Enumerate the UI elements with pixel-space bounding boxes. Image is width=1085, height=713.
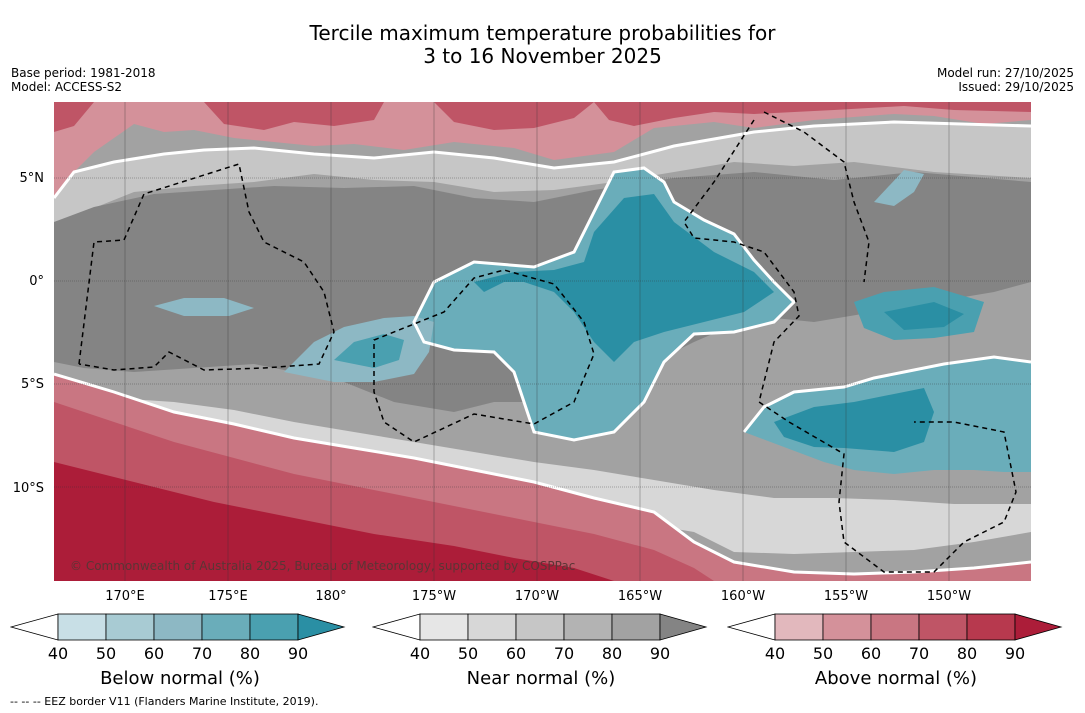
- colorbar-near-segment: [515, 613, 565, 641]
- lon-label-165w: 165°W: [617, 589, 663, 604]
- chart-title-line1: Tercile maximum temperature probabilitie…: [309, 21, 776, 45]
- lat-label-5n: 5°N: [19, 171, 45, 186]
- colorbar-below-tick: 90: [287, 644, 309, 663]
- lon-label-160w: 160°W: [720, 589, 766, 604]
- lon-label-175e: 175°E: [208, 589, 248, 604]
- lat-label-5s: 5°S: [20, 377, 44, 392]
- lon-label-150w: 150°W: [926, 589, 972, 604]
- colorbar-below-tick: 60: [143, 644, 165, 663]
- below-normal-central-core: [474, 194, 774, 362]
- colorbar-above-segment: [870, 613, 920, 641]
- lon-label-170e: 170°E: [105, 589, 145, 604]
- colorbar-above-tick: 50: [812, 644, 834, 663]
- colorbar-near-tick: 90: [649, 644, 671, 663]
- eez-legend-footer: -- -- -- EEZ border V11 (Flanders Marine…: [10, 695, 319, 708]
- below-normal-equator-patch: [154, 298, 254, 316]
- tercile-boundary-central: [412, 166, 797, 442]
- colorbar-near-segment: [419, 613, 469, 641]
- colorbar-near-segments: [372, 613, 708, 641]
- colorbar-near-min-arrow: [372, 613, 421, 641]
- colorbar-above-tick: 70: [908, 644, 930, 663]
- colorbar-below-normal: [10, 613, 346, 641]
- colorbar-near-segment: [467, 613, 517, 641]
- copyright-notice: © Commonwealth of Australia 2025, Bureau…: [70, 559, 576, 573]
- above-normal-north-region: [54, 102, 1031, 198]
- above-normal-north-core: [54, 102, 1031, 132]
- chart-title-line2: 3 to 16 November 2025: [423, 44, 662, 68]
- near-normal-light-band: [54, 122, 1031, 222]
- colorbar-below-tick: 70: [191, 644, 213, 663]
- colorbar-above-normal: [727, 613, 1063, 641]
- colorbar-below-tick: 80: [239, 644, 261, 663]
- colorbar-above-tick: 40: [764, 644, 786, 663]
- colorbar-above-tick: 60: [860, 644, 882, 663]
- colorbar-below-segment: [201, 613, 251, 641]
- colorbar-below-tick: 50: [95, 644, 117, 663]
- colorbar-below-segment: [153, 613, 203, 641]
- colorbar-above-min-arrow: [727, 613, 776, 641]
- colorbar-above-segment: [774, 613, 824, 641]
- lat-label-10s: 10°S: [12, 481, 44, 496]
- colorbar-below-tick: 40: [47, 644, 69, 663]
- colorbar-title-above: Above normal (%): [814, 668, 978, 689]
- colorbar-near-tick: 70: [553, 644, 575, 663]
- lat-label-0: 0°: [29, 274, 44, 289]
- colorbar-below-segment: [57, 613, 107, 641]
- colorbar-title-below: Below normal (%): [100, 668, 260, 689]
- tercile-boundary-south: [54, 372, 1031, 576]
- lon-label-155w: 155°W: [823, 589, 869, 604]
- meridians: [124, 102, 950, 581]
- colorbar-near-tick: 80: [601, 644, 623, 663]
- tercile-boundary-east: [742, 355, 1031, 433]
- colorbar-near-tick: 60: [505, 644, 527, 663]
- lon-label-180: 180°: [315, 589, 347, 604]
- colorbar-below-segment: [249, 613, 299, 641]
- eez-borders: [78, 111, 1017, 573]
- lon-label-170w: 170°W: [514, 589, 560, 604]
- colorbar-above-max-arrow: [1014, 613, 1063, 641]
- colorbar-near-tick: 50: [457, 644, 479, 663]
- colorbar-near-tick: 40: [409, 644, 431, 663]
- colorbar-above-tick: 90: [1004, 644, 1026, 663]
- colorbar-near-max-arrow: [659, 613, 708, 641]
- above-normal-south-core: [54, 462, 614, 581]
- model-run: Model run: 27/10/2025: [936, 66, 1074, 80]
- issued-date: Issued: 29/10/2025: [958, 80, 1074, 94]
- colorbar-below-max-arrow: [297, 613, 346, 641]
- lon-label-175w: 175°W: [411, 589, 457, 604]
- colorbar-title-near: Near normal (%): [466, 668, 616, 689]
- colorbar-above-segment: [966, 613, 1016, 641]
- colorbar-below-segment: [105, 613, 155, 641]
- colorbar-near-segment: [611, 613, 661, 641]
- below-normal-west-core: [334, 334, 404, 368]
- colorbar-above-segments: [727, 613, 1063, 641]
- near-normal-south-belt: [54, 398, 1031, 554]
- base-period: Base period: 1981-2018: [11, 66, 156, 80]
- colorbar-below-segments: [10, 613, 346, 641]
- colorbar-below-min-arrow: [10, 613, 59, 641]
- colorbar-above-tick: 80: [956, 644, 978, 663]
- model-name: Model: ACCESS-S2: [11, 80, 123, 94]
- below-normal-small-patch: [874, 170, 924, 206]
- colorbar-near-segment: [563, 613, 613, 641]
- colorbar-above-segment: [918, 613, 968, 641]
- below-normal-northeast-core: [884, 302, 964, 330]
- colorbar-above-segment: [822, 613, 872, 641]
- probability-map: [54, 102, 1031, 581]
- colorbar-near-normal: [372, 613, 708, 641]
